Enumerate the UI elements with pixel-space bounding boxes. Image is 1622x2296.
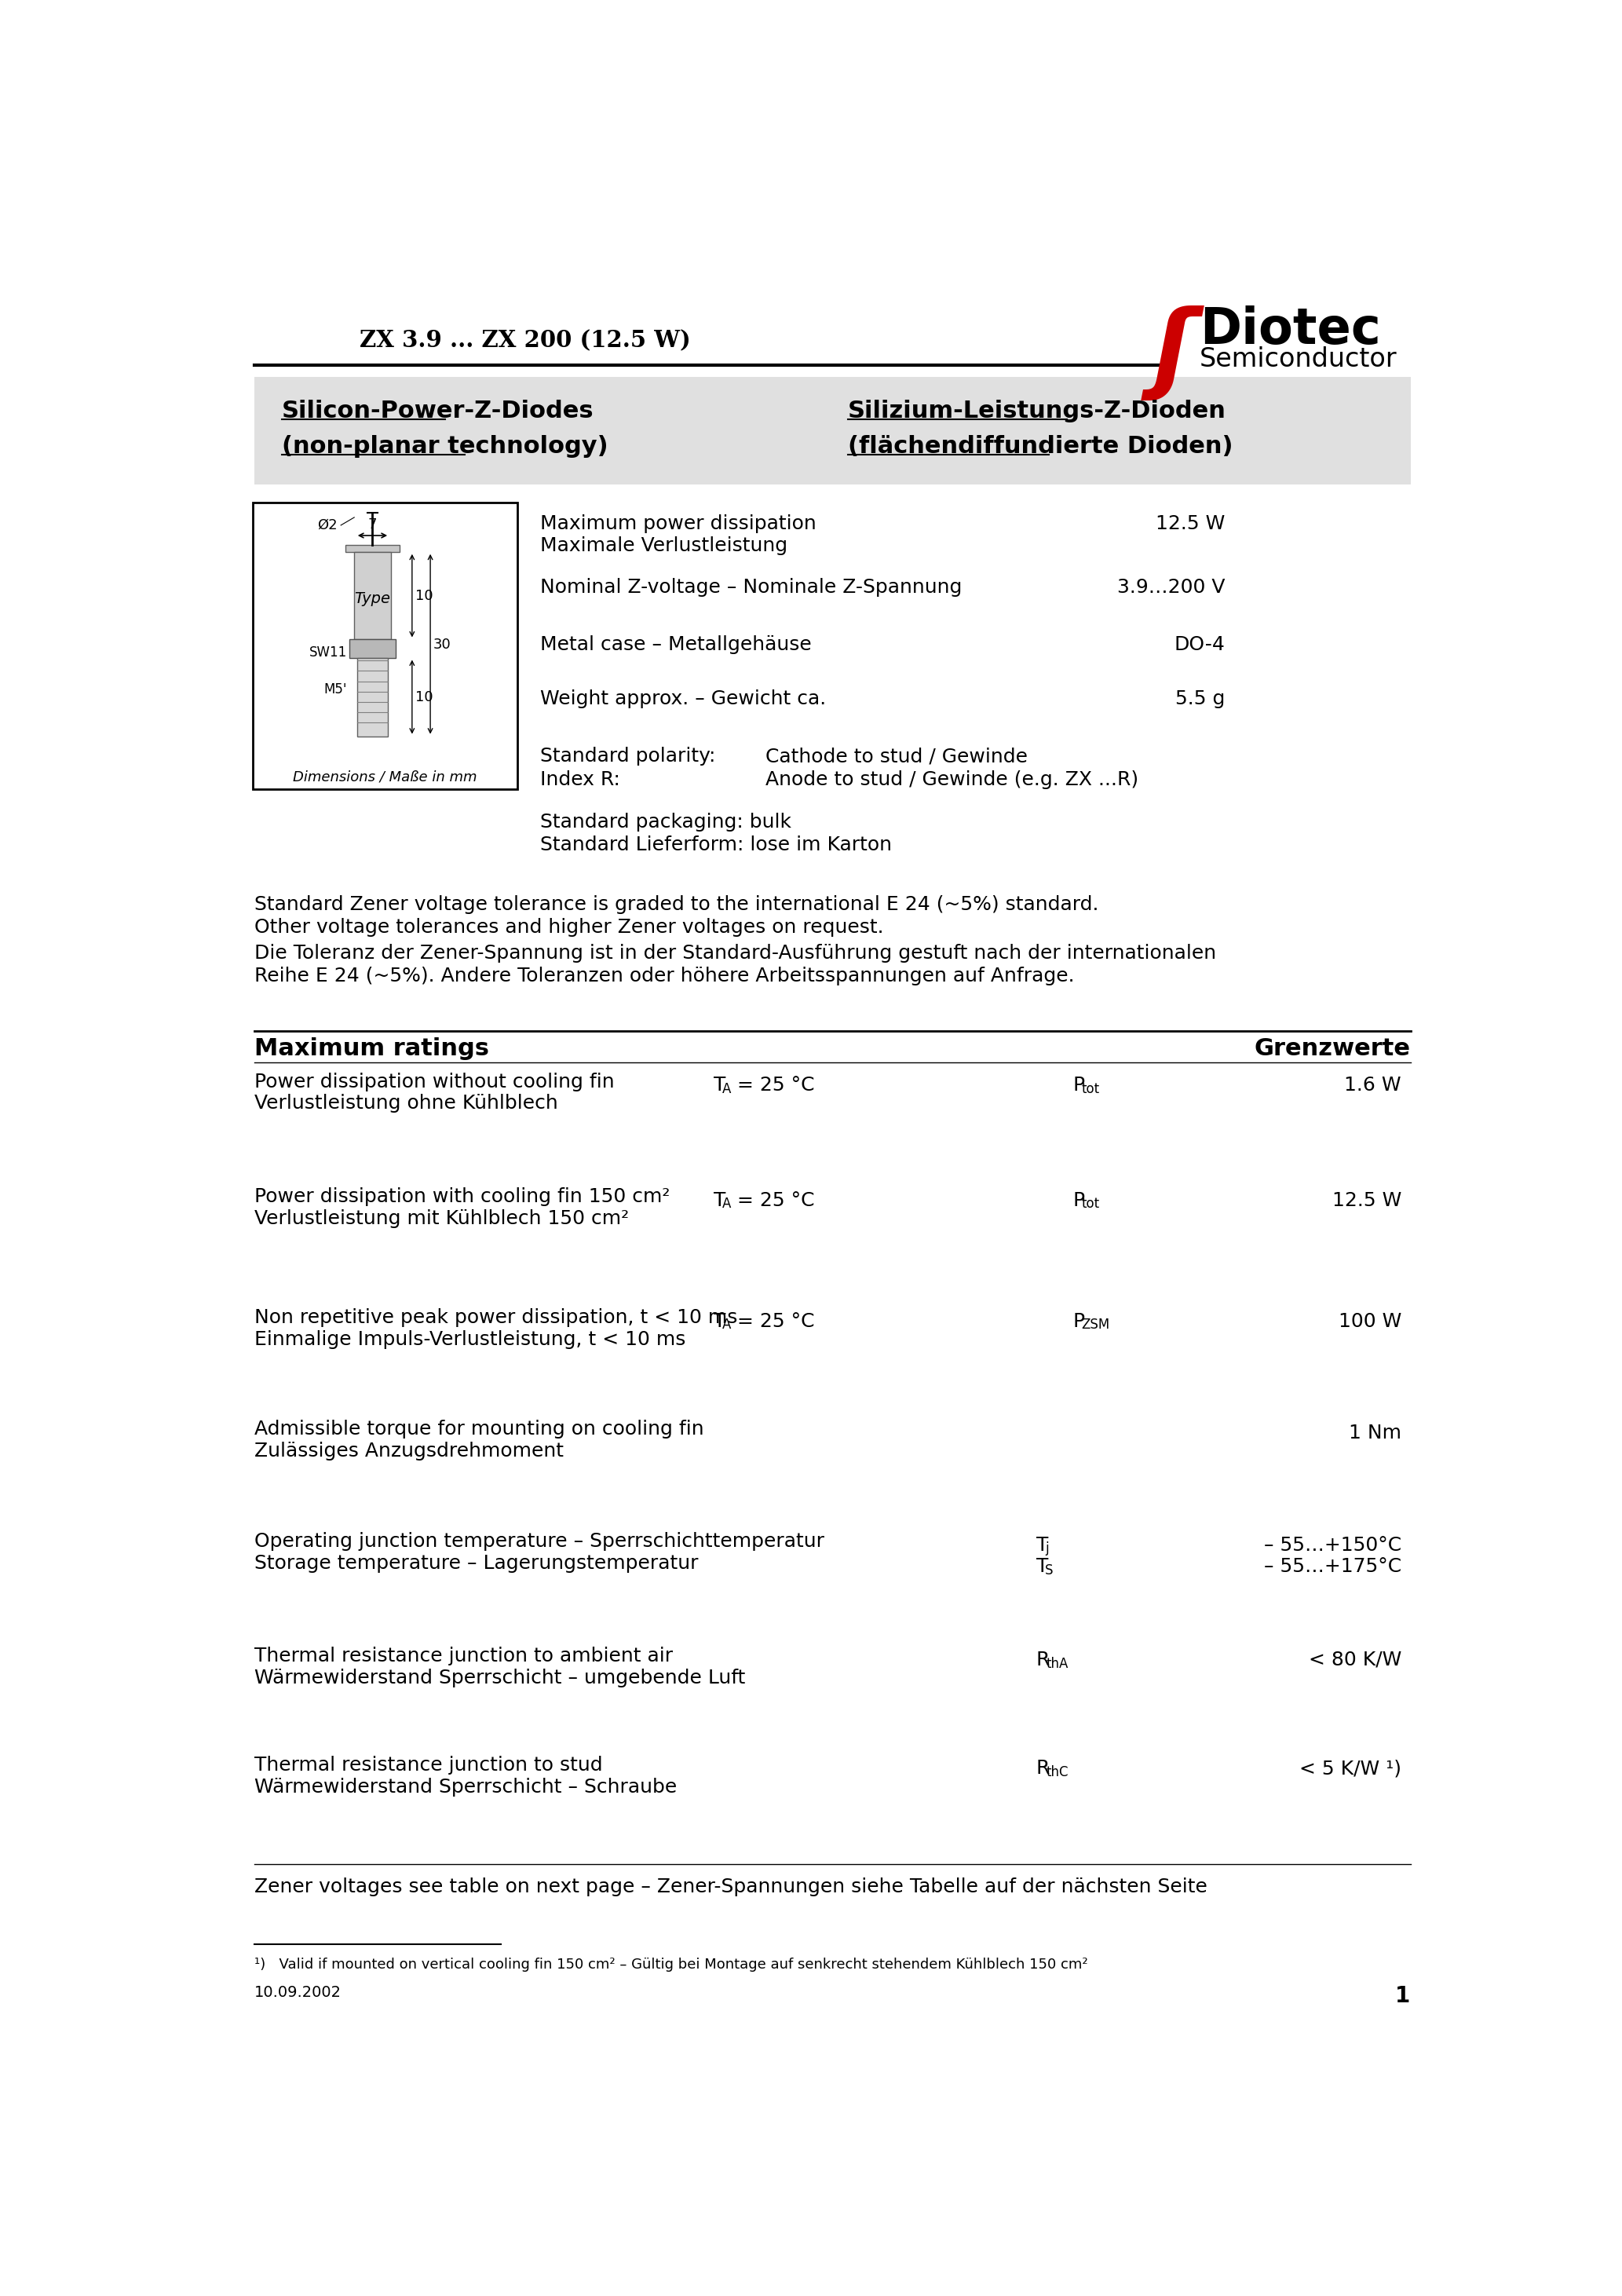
Text: Standard packaging: bulk: Standard packaging: bulk [540,813,792,831]
Text: = 25 °C: = 25 °C [732,1192,814,1210]
Text: Weight approx. – Gewicht ca.: Weight approx. – Gewicht ca. [540,689,826,709]
Text: 1.6 W: 1.6 W [1345,1077,1401,1095]
Text: Dimensions / Maße in mm: Dimensions / Maße in mm [292,769,477,785]
Text: tot: tot [1082,1196,1100,1210]
Text: Wärmewiderstand Sperrschicht – umgebende Luft: Wärmewiderstand Sperrschicht – umgebende… [255,1669,746,1688]
Text: T: T [1036,1536,1048,1554]
Text: Index R:: Index R: [540,769,621,790]
Text: Standard polarity:: Standard polarity: [540,746,715,767]
Text: DO-4: DO-4 [1174,636,1225,654]
Text: Die Toleranz der Zener-Spannung ist in der Standard-Ausführung gestuft nach der : Die Toleranz der Zener-Spannung ist in d… [255,944,1216,962]
Text: Silicon-Power-Z-Diodes: Silicon-Power-Z-Diodes [282,400,594,422]
Text: Thermal resistance junction to stud: Thermal resistance junction to stud [255,1756,603,1775]
Text: thA: thA [1046,1655,1069,1671]
Text: ZSM: ZSM [1082,1318,1109,1332]
Text: ¹)   Valid if mounted on vertical cooling fin 150 cm² – Gültig bei Montage auf s: ¹) Valid if mounted on vertical cooling … [255,1958,1088,1972]
Text: Verlustleistung mit Kühlblech 150 cm²: Verlustleistung mit Kühlblech 150 cm² [255,1210,629,1228]
Bar [345,544,401,551]
Text: Power dissipation with cooling fin 150 cm²: Power dissipation with cooling fin 150 c… [255,1187,670,1205]
Text: Maximum power dissipation: Maximum power dissipation [540,514,816,533]
Text: Semiconductor: Semiconductor [1199,347,1397,372]
Text: Admissible torque for mounting on cooling fin: Admissible torque for mounting on coolin… [255,1419,704,1440]
Text: (non-planar technology): (non-planar technology) [282,436,608,457]
Text: P: P [1072,1311,1085,1332]
Text: A: A [722,1196,732,1210]
Text: 100 W: 100 W [1338,1311,1401,1332]
Text: = 25 °C: = 25 °C [732,1077,814,1095]
Text: Maximum ratings: Maximum ratings [255,1038,490,1061]
Text: Cathode to stud / Gewinde: Cathode to stud / Gewinde [766,746,1028,767]
Text: M5': M5' [324,682,347,696]
Text: Verlustleistung ohne Kühlblech: Verlustleistung ohne Kühlblech [255,1095,558,1114]
Text: R: R [1036,1759,1049,1777]
Text: Ø2: Ø2 [316,519,337,533]
Text: Operating junction temperature – Sperrschichttemperatur: Operating junction temperature – Sperrsc… [255,1531,824,1550]
Text: Silizium-Leistungs-Z-Dioden: Silizium-Leistungs-Z-Dioden [848,400,1226,422]
Text: Thermal resistance junction to ambient air: Thermal resistance junction to ambient a… [255,1646,673,1665]
Text: – 55…+175°C: – 55…+175°C [1264,1557,1401,1575]
Text: Anode to stud / Gewinde (e.g. ZX ...R): Anode to stud / Gewinde (e.g. ZX ...R) [766,769,1139,790]
Text: Nominal Z-voltage – Nominale Z-Spannung: Nominal Z-voltage – Nominale Z-Spannung [540,579,962,597]
Text: T: T [714,1192,727,1210]
Text: A: A [722,1081,732,1095]
Text: 3.9…200 V: 3.9…200 V [1118,579,1225,597]
Text: Metal case – Metallgehäuse: Metal case – Metallgehäuse [540,636,813,654]
Text: = 25 °C: = 25 °C [732,1311,814,1332]
Text: Type: Type [355,592,391,606]
Text: (flächendiffundierte Dioden): (flächendiffundierte Dioden) [848,436,1233,457]
Text: Wärmewiderstand Sperrschicht – Schraube: Wärmewiderstand Sperrschicht – Schraube [255,1777,676,1795]
Text: ʃ: ʃ [1153,305,1194,402]
Bar [349,641,396,657]
Text: Non repetitive peak power dissipation, t < 10 ms: Non repetitive peak power dissipation, t… [255,1309,738,1327]
Text: 12.5 W: 12.5 W [1332,1192,1401,1210]
Text: ZX 3.9 ... ZX 200 (12.5 W): ZX 3.9 ... ZX 200 (12.5 W) [360,328,691,351]
Text: Diotec: Diotec [1199,305,1380,354]
Text: 7: 7 [368,517,376,530]
Text: 1: 1 [1395,1986,1411,2007]
Text: tot: tot [1082,1081,1100,1095]
Text: Power dissipation without cooling fin: Power dissipation without cooling fin [255,1072,615,1091]
Text: < 5 K/W ¹): < 5 K/W ¹) [1299,1759,1401,1777]
Text: Standard Zener voltage tolerance is graded to the international E 24 (~5%) stand: Standard Zener voltage tolerance is grad… [255,895,1098,914]
Text: < 80 K/W: < 80 K/W [1309,1651,1401,1669]
Text: A: A [722,1318,732,1332]
Text: Other voltage tolerances and higher Zener voltages on request.: Other voltage tolerances and higher Zene… [255,918,884,937]
Text: T: T [714,1077,727,1095]
Text: T: T [1036,1557,1048,1575]
Text: thC: thC [1046,1766,1069,1779]
Text: Reihe E 24 (~5%). Andere Toleranzen oder höhere Arbeitsspannungen auf Anfrage.: Reihe E 24 (~5%). Andere Toleranzen oder… [255,967,1075,985]
Text: j: j [1045,1541,1048,1557]
Text: Zener voltages see table on next page – Zener-Spannungen siehe Tabelle auf der n: Zener voltages see table on next page – … [255,1878,1207,1896]
Text: 10.09.2002: 10.09.2002 [255,1986,342,2000]
Text: 30: 30 [433,638,451,652]
Text: 12.5 W: 12.5 W [1155,514,1225,533]
Bar [253,503,517,790]
Text: 10: 10 [415,588,433,604]
Text: Storage temperature – Lagerungstemperatur: Storage temperature – Lagerungstemperatu… [255,1554,699,1573]
Bar [255,377,1411,484]
Text: Grenzwerte: Grenzwerte [1254,1038,1411,1061]
Text: Zulässiges Anzugsdrehmoment: Zulässiges Anzugsdrehmoment [255,1442,564,1460]
Text: Maximale Verlustleistung: Maximale Verlustleistung [540,535,788,556]
Bar [354,551,391,641]
Text: R: R [1036,1651,1049,1669]
Text: P: P [1072,1077,1085,1095]
Text: P: P [1072,1192,1085,1210]
Bar [357,657,388,737]
Text: T: T [714,1311,727,1332]
Text: S: S [1045,1564,1053,1577]
Text: Standard Lieferform: lose im Karton: Standard Lieferform: lose im Karton [540,836,892,854]
Text: Einmalige Impuls-Verlustleistung, t < 10 ms: Einmalige Impuls-Verlustleistung, t < 10… [255,1329,686,1348]
Text: 5.5 g: 5.5 g [1176,689,1225,709]
Text: SW11: SW11 [310,645,347,659]
Text: – 55…+150°C: – 55…+150°C [1264,1536,1401,1554]
Text: 10: 10 [415,689,433,705]
Text: 1 Nm: 1 Nm [1350,1424,1401,1442]
